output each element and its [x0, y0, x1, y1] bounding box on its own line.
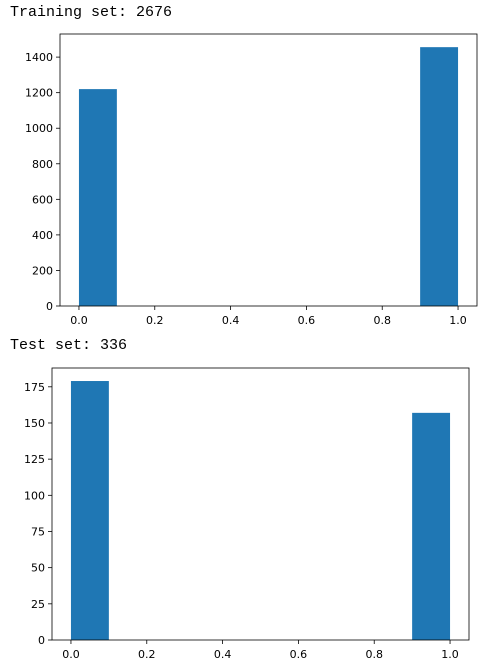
- x-tick-label-5: 1.0: [449, 314, 467, 327]
- plot-frame: [51, 367, 470, 641]
- x-tick-label-1: 0.2: [146, 314, 164, 327]
- y-tick-label-5: 1000: [25, 122, 53, 135]
- y-tick-label-4: 100: [24, 489, 45, 502]
- x-tick-label-2: 0.4: [214, 648, 232, 661]
- y-tick-label-6: 150: [24, 417, 45, 430]
- x-tick-label-3: 0.6: [290, 648, 308, 661]
- y-tick-label-3: 75: [31, 525, 45, 538]
- training-set-histogram: 0 200 400 600 800 1000 1200 1400 0.0 0.2 0.4 0.6 0.8…: [25, 33, 478, 327]
- training-set-caption: Training set: 2676: [10, 4, 173, 21]
- y-tick-label-0: 0: [38, 634, 45, 647]
- x-tick-label-4: 0.8: [373, 314, 391, 327]
- histogram-bar-0: [78, 89, 117, 306]
- histogram-bar-0: [70, 381, 109, 640]
- x-tick-label-5: 1.0: [441, 648, 459, 661]
- x-tick-label-1: 0.2: [138, 648, 156, 661]
- y-tick-label-7: 1400: [25, 51, 53, 64]
- x-tick-label-0: 0.0: [62, 648, 80, 661]
- y-tick-label-3: 600: [32, 193, 53, 206]
- x-tick-label-0: 0.0: [70, 314, 88, 327]
- test-set-caption: Test set: 336: [10, 337, 128, 354]
- y-tick-label-0: 0: [46, 300, 53, 313]
- y-tick-label-1: 200: [32, 264, 53, 277]
- histogram-bar-1: [420, 47, 459, 307]
- y-tick-label-1: 25: [31, 598, 45, 611]
- y-tick-label-2: 50: [31, 562, 45, 575]
- plot-frame: [59, 33, 478, 307]
- y-tick-label-5: 125: [24, 453, 45, 466]
- x-tick-label-3: 0.6: [298, 314, 316, 327]
- x-tick-label-4: 0.8: [365, 648, 383, 661]
- y-tick-label-2: 400: [32, 229, 53, 242]
- x-tick-label-2: 0.4: [222, 314, 240, 327]
- y-tick-label-4: 800: [32, 158, 53, 171]
- y-tick-label-6: 1200: [25, 87, 53, 100]
- y-tick-label-7: 175: [24, 381, 45, 394]
- histogram-bar-1: [412, 412, 451, 640]
